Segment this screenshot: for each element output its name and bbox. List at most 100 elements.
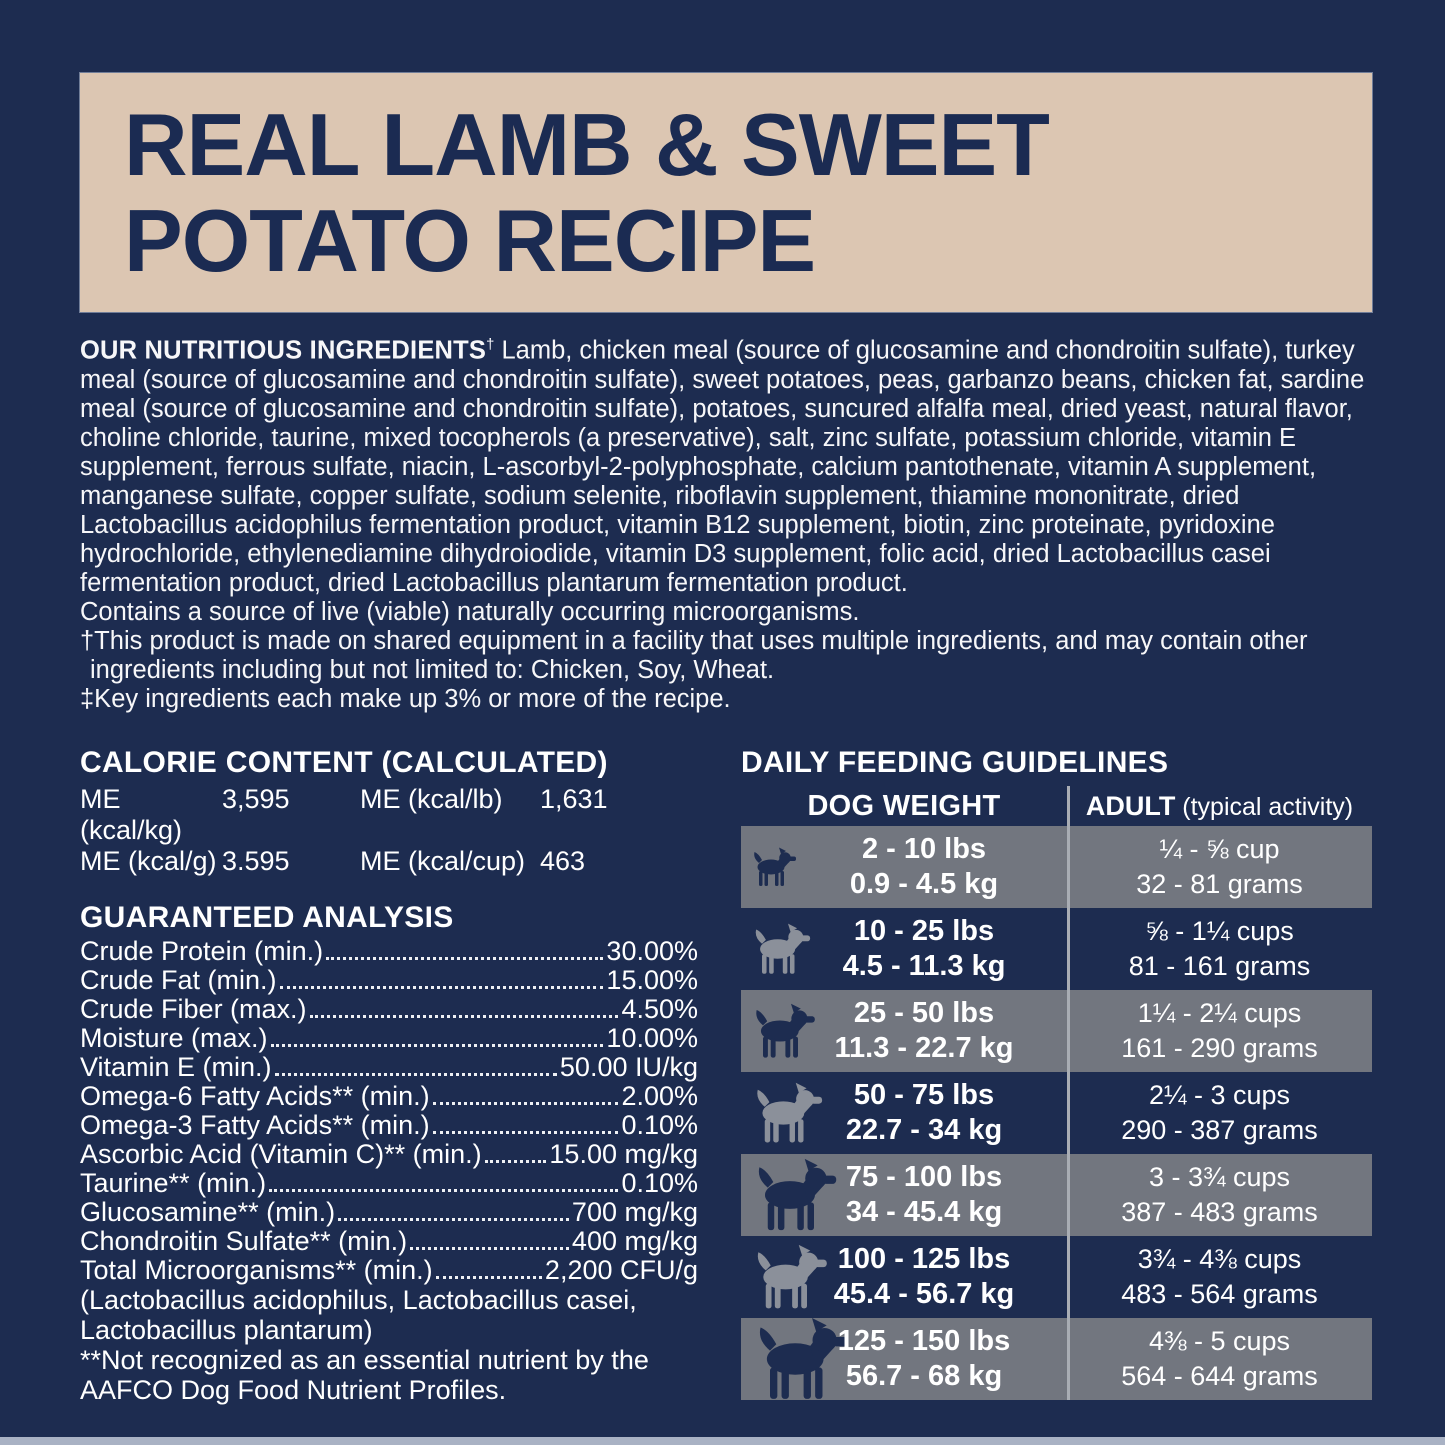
analysis-footnote: AAFCO Dog Food Nutrient Profiles. [80, 1375, 507, 1405]
portion-cups: 1¼ - 2¼ cups [1137, 998, 1302, 1028]
portion-grams: 290 - 387 grams [1121, 1115, 1318, 1145]
calorie-value: 3,595 [222, 784, 290, 814]
dagger-mark: † [486, 337, 495, 353]
weight-kg: 4.5 - 11.3 kg [842, 950, 1006, 982]
dog-weight-cell: 125 - 150 lbs 56.7 - 68 kg [741, 1318, 1067, 1400]
weight-lbs: 75 - 100 lbs [845, 1161, 1003, 1193]
weight-text: 50 - 75 lbs 22.7 - 34 kg [846, 1078, 1002, 1148]
analysis-footnote: (Lactobacillus acidophilus, Lactobacillu… [80, 1285, 637, 1315]
analysis-value: 700 mg/kg [571, 1197, 698, 1227]
weight-kg: 56.7 - 68 kg [845, 1360, 1003, 1392]
dot-leader [326, 957, 604, 960]
recipe-title-banner: REAL LAMB & SWEET POTATO RECIPE [79, 72, 1373, 313]
analysis-label: Crude Fiber (max.) [80, 994, 307, 1024]
analysis-value: 2,200 CFU/g [544, 1255, 698, 1285]
feeding-row: 10 - 25 lbs 4.5 - 11.3 kg ⅝ - 1¼ cups 81… [741, 908, 1372, 990]
ingredients-heading: OUR NUTRITIOUS INGREDIENTS [80, 336, 487, 365]
nutrition-column: CALORIE CONTENT (CALCULATED) ME (kcal/kg… [80, 746, 698, 1405]
weight-text: 100 - 125 lbs 45.4 - 56.7 kg [834, 1242, 1015, 1312]
weight-text: 25 - 50 lbs 11.3 - 22.7 kg [835, 996, 1014, 1066]
column-divider [1067, 786, 1070, 1400]
recipe-title: REAL LAMB & SWEET POTATO RECIPE [124, 97, 1372, 289]
analysis-label: Omega-6 Fatty Acids** (min.) [80, 1081, 430, 1111]
portion-cell: 4⅜ - 5 cups 564 - 644 grams [1067, 1318, 1372, 1400]
analysis-row: Vitamin E (min.) 50.00 IU/kg [80, 1053, 698, 1082]
analysis-row: Omega-3 Fatty Acids** (min.) 0.10% [80, 1111, 698, 1140]
weight-lbs: 2 - 10 lbs [861, 833, 987, 865]
analysis-row: Taurine** (min.) 0.10% [80, 1169, 698, 1198]
feeding-table-header: DOG WEIGHT ADULT (typical activity) [741, 786, 1372, 826]
weight-kg: 22.7 - 34 kg [845, 1114, 1003, 1146]
calorie-value: 463 [540, 846, 586, 876]
feeding-row: 2 - 10 lbs 0.9 - 4.5 kg ¼ - ⅝ cup 32 - 8… [741, 826, 1372, 908]
weight-kg: 45.4 - 56.7 kg [833, 1278, 1015, 1310]
weight-lbs: 50 - 75 lbs [853, 1079, 995, 1111]
analysis-label: Moisture (max.) [80, 1023, 268, 1053]
ingredients-list: Lamb, chicken meal (source of glucosamin… [80, 336, 1365, 597]
dot-leader [274, 1073, 557, 1076]
note-shared-equipment: †This product is made on shared equipmen… [80, 626, 1308, 684]
weight-kg: 34 - 45.4 kg [845, 1196, 1003, 1228]
dog-icon-large [749, 1082, 827, 1144]
analysis-value: 0.10% [621, 1110, 698, 1140]
analysis-value: 15.00 mg/kg [549, 1139, 698, 1169]
portion-grams: 161 - 290 grams [1121, 1033, 1318, 1063]
dog-icon-xlarge [749, 1244, 832, 1310]
feeding-table: DOG WEIGHT ADULT (typical activity) [741, 786, 1372, 1400]
analysis-row: Moisture (max.) 10.00% [80, 1024, 698, 1053]
portion-cups: 3¾ - 4⅜ cups [1137, 1244, 1302, 1274]
analysis-label: Chondroitin Sulfate** (min.) [80, 1226, 408, 1256]
analysis-row: Glucosamine** (min.) 700 mg/kg [80, 1198, 698, 1227]
guaranteed-analysis-heading: GUARANTEED ANALYSIS [80, 901, 454, 934]
portion-grams: 564 - 644 grams [1121, 1361, 1318, 1391]
analysis-row: Crude Fat (min.) 15.00% [80, 966, 698, 995]
feeding-row: 50 - 75 lbs 22.7 - 34 kg 2¼ - 3 cups 290… [741, 1072, 1372, 1154]
weight-lbs: 10 - 25 lbs [853, 915, 995, 947]
ingredients-paragraph: OUR NUTRITIOUS INGREDIENTS† Lamb, chicke… [80, 331, 1382, 598]
analysis-value: 400 mg/kg [571, 1226, 698, 1256]
analysis-footnote: Lactobacillus plantarum) [80, 1315, 373, 1345]
analysis-label: Crude Protein (min.) [80, 936, 324, 966]
ingredients-section: OUR NUTRITIOUS INGREDIENTS† Lamb, chicke… [80, 331, 1382, 714]
analysis-row: Total Microorganisms** (min.) 2,200 CFU/… [80, 1256, 698, 1285]
dog-icon-medium [749, 1003, 819, 1059]
recipe-title-line1: REAL LAMB & SWEET [124, 95, 1050, 194]
dog-weight-cell: 50 - 75 lbs 22.7 - 34 kg [741, 1072, 1067, 1154]
calorie-value: 3.595 [222, 846, 290, 876]
note-microorganisms: Contains a source of live (viable) natur… [80, 597, 860, 626]
analysis-value: 2.00% [621, 1081, 698, 1111]
weight-text: 125 - 150 lbs 56.7 - 68 kg [838, 1324, 1011, 1394]
analysis-label: Vitamin E (min.) [80, 1052, 272, 1082]
calorie-content-table: ME (kcal/kg) 3,595 ME (kcal/lb) 1,631 ME… [80, 784, 698, 877]
portion-grams: 483 - 564 grams [1121, 1279, 1318, 1309]
portion-grams: 81 - 161 grams [1128, 951, 1311, 981]
portion-cell: 3 - 3¾ cups 387 - 483 grams [1067, 1154, 1372, 1236]
analysis-row: Ascorbic Acid (Vitamin C)** (min.) 15.00… [80, 1140, 698, 1169]
dog-weight-cell: 100 - 125 lbs 45.4 - 56.7 kg [741, 1236, 1067, 1318]
dog-icon-small [749, 923, 814, 975]
dog-weight-cell: 75 - 100 lbs 34 - 45.4 kg [741, 1154, 1067, 1236]
recipe-title-line2: POTATO RECIPE [124, 191, 816, 290]
portion-cell: 1¼ - 2¼ cups 161 - 290 grams [1067, 990, 1372, 1072]
analysis-row: Chondroitin Sulfate** (min.) 400 mg/kg [80, 1227, 698, 1256]
analysis-label: Glucosamine** (min.) [80, 1197, 336, 1227]
feeding-guidelines-heading: DAILY FEEDING GUIDELINES [741, 746, 1169, 779]
portion-grams: 32 - 81 grams [1136, 869, 1303, 899]
feeding-rows: 2 - 10 lbs 0.9 - 4.5 kg ¼ - ⅝ cup 32 - 8… [741, 826, 1372, 1400]
dog-icon-xsmall [749, 847, 799, 887]
analysis-value: 30.00% [606, 936, 698, 966]
note-key-ingredients: ‡Key ingredients each make up 3% or more… [80, 684, 731, 713]
column-header-adult: ADULT (typical activity) [1085, 790, 1354, 821]
weight-kg: 11.3 - 22.7 kg [834, 1032, 1014, 1064]
weight-text: 75 - 100 lbs 34 - 45.4 kg [846, 1160, 1002, 1230]
calorie-value: 1,631 [540, 784, 608, 814]
dot-leader [279, 986, 604, 989]
portion-cups: 3 - 3¾ cups [1148, 1162, 1291, 1192]
analysis-value: 50.00 IU/kg [559, 1052, 698, 1082]
calorie-content-heading: CALORIE CONTENT (CALCULATED) [80, 746, 608, 779]
dot-leader [269, 1189, 619, 1192]
analysis-label: Crude Fat (min.) [80, 965, 277, 995]
analysis-value: 15.00% [606, 965, 698, 995]
analysis-rows: Crude Protein (min.) 30.00% Crude Fat (m… [80, 937, 698, 1285]
analysis-row: Crude Protein (min.) 30.00% [80, 937, 698, 966]
